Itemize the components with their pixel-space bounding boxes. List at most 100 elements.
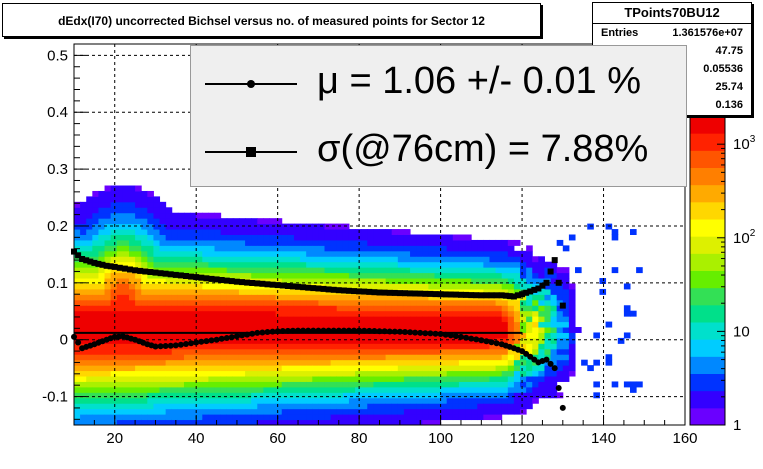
heatmap-cell: [324, 376, 332, 382]
heatmap-cell: [556, 272, 564, 279]
heatmap-cell: [281, 272, 289, 279]
heatmap-cell: [226, 343, 234, 350]
heatmap-cell: [275, 256, 283, 263]
heatmap-cell: [440, 359, 448, 366]
heatmap-cell: [410, 392, 417, 399]
heatmap-cell: [196, 229, 203, 235]
heatmap-cell: [80, 218, 87, 225]
heatmap-cell: [385, 321, 393, 328]
heatmap-cell: [177, 223, 185, 230]
heatmap-cell: [458, 327, 466, 333]
heatmap-cell: [214, 305, 222, 312]
heatmap-cell: [80, 283, 87, 290]
heatmap-cell: [367, 376, 374, 382]
heatmap-cell: [202, 229, 209, 235]
heatmap-cell: [214, 223, 222, 230]
heatmap-cell: [373, 381, 380, 388]
heatmap-cell: [98, 365, 106, 372]
heatmap-cell: [245, 239, 252, 246]
heatmap-cell: [141, 348, 148, 355]
heatmap-cell: [428, 267, 435, 274]
heatmap-cell: [568, 332, 576, 339]
heatmap-cell: [190, 316, 197, 323]
heatmap-cell: [336, 381, 344, 388]
heatmap-cell: [245, 397, 252, 404]
heatmap-cell: [190, 212, 197, 219]
heatmap-cell: [141, 321, 148, 328]
heatmap-cell: [361, 337, 368, 344]
heatmap-cell: [122, 310, 130, 317]
heatmap-cell: [422, 234, 429, 241]
heatmap-cell: [159, 267, 167, 274]
heatmap-cell: [159, 223, 167, 230]
heatmap-cell: [287, 272, 295, 279]
heatmap-cell: [232, 294, 240, 301]
heatmap-cell: [471, 381, 478, 388]
heatmap-cell: [318, 223, 326, 230]
heatmap-cell: [440, 397, 448, 404]
heatmap-cell: [232, 392, 240, 399]
heatmap-cell: [361, 250, 368, 257]
heatmap-cell: [391, 229, 399, 235]
heatmap-cell: [355, 239, 362, 246]
heatmap-cell: [165, 305, 173, 312]
heatmap-cell: [122, 261, 130, 268]
heatmap-cell: [196, 408, 203, 415]
heatmap-cell: [183, 354, 191, 361]
heatmap-cell: [501, 250, 509, 257]
heatmap-cell: [526, 283, 533, 290]
heatmap-cell: [171, 250, 179, 257]
heatmap-cell: [153, 414, 161, 421]
y-tick-label: 0.4: [47, 104, 68, 121]
heatmap-cell: [568, 288, 576, 295]
heatmap-cell: [306, 310, 313, 317]
heatmap-cell: [92, 359, 99, 366]
heatmap-cell: [104, 310, 112, 317]
heatmap-cell: [226, 414, 234, 421]
heatmap-cell: [80, 261, 87, 268]
heatmap-cell: [391, 370, 399, 377]
heatmap-cell: [92, 283, 99, 290]
heatmap-cell: [281, 294, 289, 301]
heatmap-cell: [397, 370, 405, 377]
heatmap-cell: [80, 386, 87, 393]
heatmap-cell: [232, 370, 240, 377]
heatmap-cell: [202, 294, 209, 301]
heatmap-cell: [177, 392, 185, 399]
heatmap-cell: [202, 419, 209, 426]
heatmap-cell: [526, 359, 533, 366]
heatmap-cell: [501, 386, 509, 393]
heatmap-cell: [428, 348, 435, 355]
heatmap-cell: [293, 359, 301, 366]
heatmap-cell: [355, 234, 362, 241]
heatmap-cell: [318, 316, 326, 323]
heatmap-cell: [507, 403, 515, 410]
heatmap-cell: [336, 354, 344, 361]
heatmap-cell: [98, 381, 106, 388]
heatmap-cell: [324, 234, 332, 241]
heatmap-cell: [208, 343, 216, 350]
heatmap-cell: [153, 212, 161, 219]
sigma-point: [427, 290, 434, 297]
heatmap-cell: [232, 408, 240, 415]
heatmap-cell: [416, 381, 423, 388]
sigma-point: [458, 291, 464, 298]
heatmap-cell: [116, 190, 124, 197]
heatmap-cell: [446, 327, 454, 333]
heatmap-cell: [483, 392, 490, 399]
sigma-point: [442, 291, 449, 298]
heatmap-cell: [361, 261, 368, 268]
heatmap-cell: [458, 343, 466, 350]
heatmap-cell: [306, 278, 313, 284]
sigma-point: [244, 279, 251, 286]
heatmap-cell: [275, 392, 283, 399]
heatmap-cell: [74, 354, 81, 361]
heatmap-cell: [489, 343, 497, 350]
heatmap-cell: [507, 348, 515, 355]
heatmap-cell: [269, 234, 277, 241]
heatmap-cell: [159, 321, 167, 328]
heatmap-cell: [550, 283, 558, 290]
heatmap-cell: [342, 408, 350, 415]
heatmap-cell: [275, 321, 283, 328]
heatmap-cell: [214, 267, 222, 274]
